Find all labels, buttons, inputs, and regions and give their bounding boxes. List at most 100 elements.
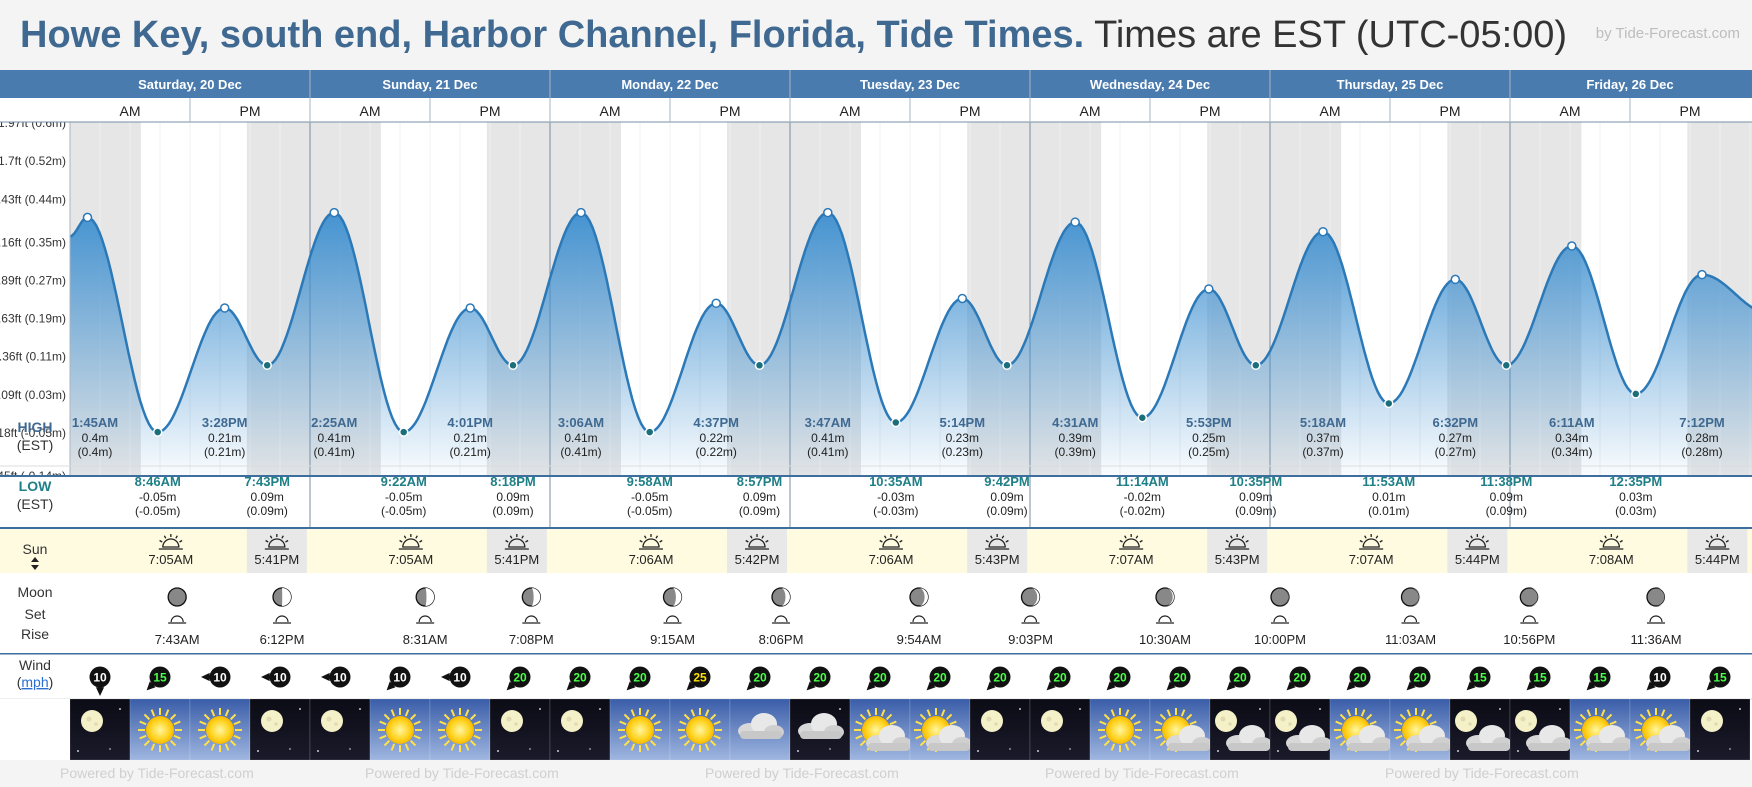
sun-disc: [686, 716, 714, 744]
y-axis-background: [0, 122, 70, 475]
cloud-shape: [1646, 725, 1692, 751]
wind-indicator: 20: [1346, 666, 1371, 691]
cloud-base: [1588, 743, 1630, 751]
tide-height: -0.05m: [139, 490, 176, 504]
sun-ray: [233, 720, 241, 726]
moon-disc: [1455, 710, 1477, 732]
pm-label: PM: [1440, 103, 1461, 119]
wind-indicator: 10: [89, 666, 111, 696]
sun-ray: [1185, 713, 1193, 721]
moon-phase-icon: [272, 587, 292, 607]
sun-ray: [655, 535, 659, 539]
moonrise-icon: [168, 615, 187, 624]
high-tide-time: 4:31AM: [1052, 415, 1098, 430]
wind-badge: [1349, 666, 1371, 688]
sunrise-time: 7:05AM: [148, 552, 193, 567]
moon-arc: [665, 615, 680, 623]
wind-badge: [1409, 666, 1431, 688]
wind-badge: [989, 666, 1011, 688]
sun-ray: [1604, 535, 1607, 539]
sun-ray: [210, 743, 216, 751]
sun-ray: [210, 709, 216, 717]
wind-arrow-head: [1106, 681, 1116, 691]
sun-ray: [1099, 720, 1107, 726]
tide-height: -0.02m: [1124, 490, 1161, 504]
sun-ray: [169, 739, 177, 747]
sun-ray: [1335, 734, 1343, 740]
wind-indicator: 20: [566, 666, 591, 691]
am-label: AM: [840, 103, 861, 119]
moonset-icon: [1271, 615, 1289, 624]
weather-sun-icon: [1089, 698, 1151, 760]
wind-indicator: 20: [866, 666, 891, 691]
wind-indicator: 20: [1106, 666, 1131, 691]
sun-ray: [169, 713, 177, 721]
sun-ray: [1420, 709, 1426, 717]
moonrise-time: 9:54AM: [897, 632, 942, 647]
high-tide-point: [823, 207, 833, 218]
cloud-shape: [1286, 725, 1332, 751]
wind-arrow-head: [1586, 681, 1596, 691]
moon-phase-icon: [1400, 587, 1421, 607]
wind-indicator: 10: [201, 666, 231, 688]
sun-ray: [464, 709, 470, 717]
sun-ray: [1119, 539, 1123, 543]
moon-disc: [1400, 587, 1421, 607]
star: [589, 748, 591, 750]
wind-badge: [869, 666, 891, 688]
sun-row-label: Sun: [23, 541, 48, 557]
wind-arrow-head: [866, 681, 876, 691]
sun-ray: [940, 709, 946, 717]
sun-ray: [173, 720, 181, 726]
sun-ray: [985, 539, 989, 543]
wind-badge: [1589, 666, 1611, 688]
wind-arrow-head: [1046, 681, 1056, 691]
sun-ray: [749, 535, 753, 539]
sun-ray: [163, 535, 167, 539]
sun-ray: [383, 713, 391, 721]
tide-height: 0.01m: [1372, 490, 1405, 504]
sunset-time: 5:42PM: [735, 552, 780, 567]
wind-speed: 20: [1053, 671, 1067, 685]
tide-height-metric: (-0.05m): [627, 504, 672, 518]
tide-height-metric: (0.01m): [1368, 504, 1409, 518]
moon-disc: [1041, 710, 1063, 732]
weather-moon-icon: [1029, 698, 1091, 760]
wind-indicator: 20: [506, 666, 531, 691]
sun-ray: [1124, 709, 1130, 717]
tide-height: -0.03m: [877, 490, 914, 504]
sun-arc: [642, 538, 660, 548]
wind-indicator: 10: [1646, 666, 1671, 691]
sun-ray: [1360, 709, 1366, 717]
wind-arrow-head: [1406, 681, 1416, 691]
weather-sky: [250, 699, 310, 760]
sun-ray: [623, 739, 631, 747]
sun-ray: [143, 713, 151, 721]
sunrise-time: 7:07AM: [1109, 552, 1154, 567]
weather-sun-cloud-icon: [849, 698, 912, 760]
sunset-icon: [1465, 534, 1490, 550]
moon-crater: [1054, 722, 1058, 726]
moon-row-label: Moon: [17, 584, 52, 600]
watermark-2: Powered by Tide-Forecast.com: [365, 765, 559, 781]
wind-speed: 20: [1113, 671, 1127, 685]
moonrise-time: 10:30AM: [1139, 632, 1191, 647]
high-tide-time: 5:14PM: [940, 415, 986, 430]
sun-disc: [206, 716, 234, 744]
moon-crater: [1468, 722, 1472, 726]
sunset-icon: [745, 534, 769, 550]
cloud-shape: [1526, 725, 1572, 751]
sun-ray: [880, 709, 886, 717]
wind-badge: [269, 666, 291, 688]
tide-height-metric: (0.25m): [1188, 445, 1229, 459]
sun-ray: [1133, 734, 1141, 740]
low-tide-time: 7:43PM: [244, 474, 290, 489]
pm-label: PM: [240, 103, 261, 119]
cloud-base: [1648, 743, 1690, 751]
sun-arc: [748, 538, 766, 548]
wind-speed: 20: [993, 671, 1007, 685]
high-tide-point: [82, 212, 93, 223]
sun-ray: [1600, 709, 1606, 717]
low-tide-point: [891, 417, 901, 428]
moon-arc: [1649, 615, 1663, 623]
